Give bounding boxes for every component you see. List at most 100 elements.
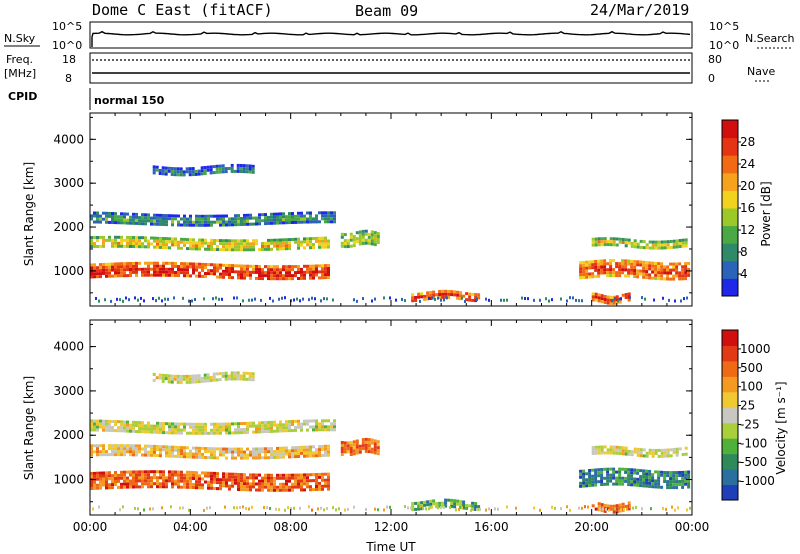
data-cell — [114, 447, 117, 451]
data-cell — [162, 217, 165, 220]
data-cell — [648, 267, 652, 271]
data-cell — [657, 268, 661, 272]
data-cell — [264, 473, 267, 477]
data-cell — [420, 501, 424, 505]
data-cell — [251, 170, 255, 174]
data-cell — [197, 172, 201, 176]
data-cell — [162, 473, 165, 477]
data-cell — [222, 223, 225, 227]
data-cell — [687, 482, 691, 486]
data-cell — [159, 428, 162, 431]
data-cell — [99, 444, 102, 448]
data-cell — [618, 452, 622, 455]
data-cell — [340, 450, 344, 453]
data-cell — [615, 445, 619, 449]
data-cell — [594, 451, 598, 455]
data-cell — [597, 243, 601, 247]
data-cell — [191, 170, 195, 174]
data-cell — [318, 451, 321, 455]
data-cell — [120, 235, 123, 239]
data-cell — [197, 380, 201, 384]
data-cell — [195, 449, 198, 453]
data-cell — [114, 450, 117, 454]
colorbar-swatch — [722, 453, 738, 470]
data-cell — [349, 238, 353, 242]
data-cell — [267, 430, 270, 433]
data-cell — [191, 299, 193, 303]
data-cell — [132, 423, 135, 427]
y-tick-label: 1000 — [53, 264, 84, 278]
data-cell — [159, 445, 162, 449]
data-cell — [99, 214, 102, 218]
data-cell — [612, 274, 616, 278]
data-cell — [105, 238, 108, 242]
data-cell — [132, 479, 135, 483]
data-cell — [129, 444, 132, 448]
data-cell — [111, 221, 114, 224]
data-cell — [264, 222, 267, 226]
data-cell — [373, 439, 377, 443]
data-cell — [663, 451, 667, 455]
data-cell — [309, 448, 312, 452]
data-cell — [138, 470, 141, 474]
data-cell — [189, 485, 192, 489]
data-cell — [264, 421, 267, 425]
data-cell — [182, 170, 186, 174]
data-cell — [93, 483, 96, 487]
data-cell — [389, 505, 391, 509]
data-cell — [135, 273, 138, 277]
data-cell — [246, 267, 249, 271]
data-cell — [204, 241, 207, 245]
data-cell — [270, 247, 273, 251]
data-cell — [156, 424, 159, 428]
data-cell — [678, 274, 682, 278]
data-cell — [132, 215, 135, 219]
data-cell — [273, 277, 276, 281]
data-cell — [120, 238, 123, 242]
data-cell — [614, 507, 616, 511]
data-cell — [213, 425, 216, 429]
data-cell — [684, 277, 688, 281]
data-cell — [168, 454, 171, 458]
data-cell — [645, 267, 649, 271]
data-cell — [192, 262, 195, 266]
data-cell — [660, 268, 664, 272]
data-cell — [135, 485, 138, 489]
data-cell — [291, 473, 294, 477]
data-cell — [312, 243, 315, 246]
data-cell — [636, 260, 640, 264]
data-cell — [458, 508, 460, 512]
data-cell — [176, 374, 180, 378]
power-y-axis-label: Slant Range [km] — [22, 162, 36, 266]
data-cell — [276, 247, 279, 251]
data-cell — [367, 441, 371, 445]
data-cell — [361, 441, 365, 445]
data-cell — [488, 298, 490, 302]
data-cell — [352, 241, 356, 245]
data-cell — [324, 450, 327, 454]
data-cell — [170, 380, 174, 384]
data-cell — [276, 446, 279, 450]
data-cell — [306, 243, 309, 247]
data-cell — [588, 275, 592, 279]
data-cell — [219, 481, 222, 485]
data-cell — [324, 267, 327, 271]
data-cell — [162, 479, 165, 483]
data-cell — [579, 472, 583, 476]
data-cell — [588, 469, 592, 472]
data-cell — [114, 271, 117, 275]
data-cell — [138, 222, 141, 226]
data-cell — [276, 238, 279, 242]
data-cell — [155, 376, 159, 380]
data-cell — [173, 296, 175, 300]
data-cell — [315, 220, 318, 224]
data-cell — [282, 488, 285, 492]
data-cell — [474, 505, 478, 508]
data-cell — [96, 269, 99, 273]
data-cell — [615, 479, 619, 483]
data-cell — [321, 448, 324, 451]
data-cell — [120, 221, 123, 225]
data-cell — [282, 241, 285, 245]
data-cell — [105, 262, 108, 266]
data-cell — [198, 486, 201, 490]
